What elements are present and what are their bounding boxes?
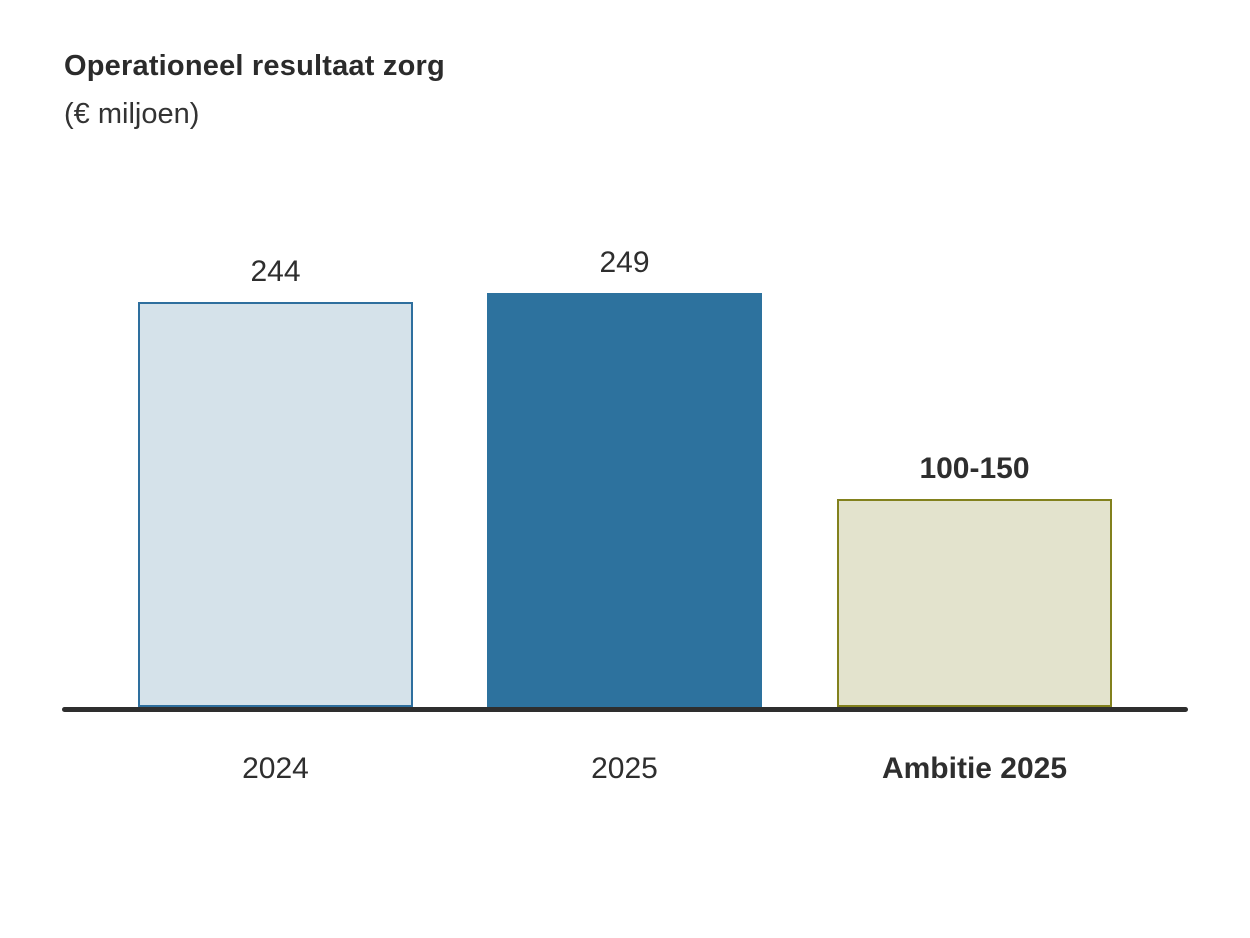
bar-ambitie-2025 [837,499,1112,707]
x-axis-line [62,707,1188,712]
bar-value-label-ambitie-2025: 100-150 [919,452,1030,485]
bar-value-label-2025: 249 [599,246,650,279]
bar-2025 [487,293,762,707]
x-axis-label-ambitie-2025: Ambitie 2025 [881,752,1068,785]
chart-title: Operationeel resultaat zorg [64,50,445,82]
chart-subtitle: (€ miljoen) [64,98,200,130]
x-axis-label-2024: 2024 [242,752,309,785]
bar-value-label-2024: 244 [250,255,301,288]
bar-2024 [138,302,413,707]
x-axis-label-2025: 2025 [591,752,658,785]
